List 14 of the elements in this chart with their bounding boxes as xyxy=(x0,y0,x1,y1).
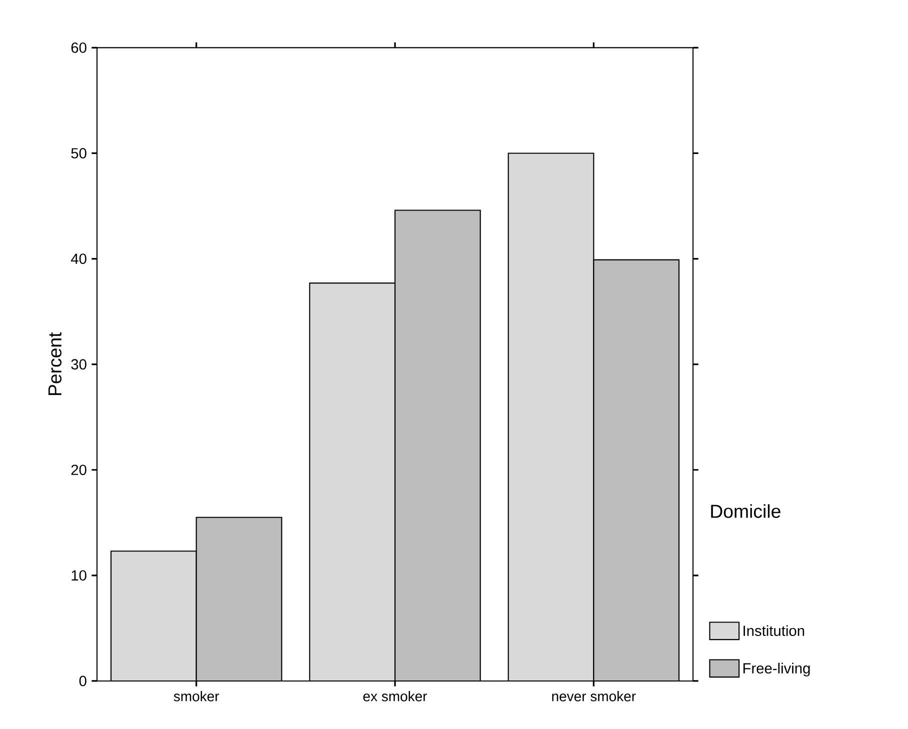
x-tick-label: ex smoker xyxy=(363,691,428,702)
y-axis-title: Percent xyxy=(48,332,62,395)
y-tick-label: 10 xyxy=(72,570,86,581)
y-tick-label: 40 xyxy=(70,254,86,264)
legend-label: Institution xyxy=(744,625,804,636)
y-tick-label: 50 xyxy=(71,148,86,158)
x-tick-label: never smoker xyxy=(552,691,636,702)
y-tick-label: 30 xyxy=(71,359,86,370)
legend-label: Free-living xyxy=(743,662,810,676)
y-tick-label: 0 xyxy=(79,676,86,686)
y-tick-label: 60 xyxy=(71,42,86,53)
x-tick-label: smoker xyxy=(174,691,220,702)
y-tick-label: 20 xyxy=(71,464,86,476)
legend-title: Domicile xyxy=(711,504,780,518)
